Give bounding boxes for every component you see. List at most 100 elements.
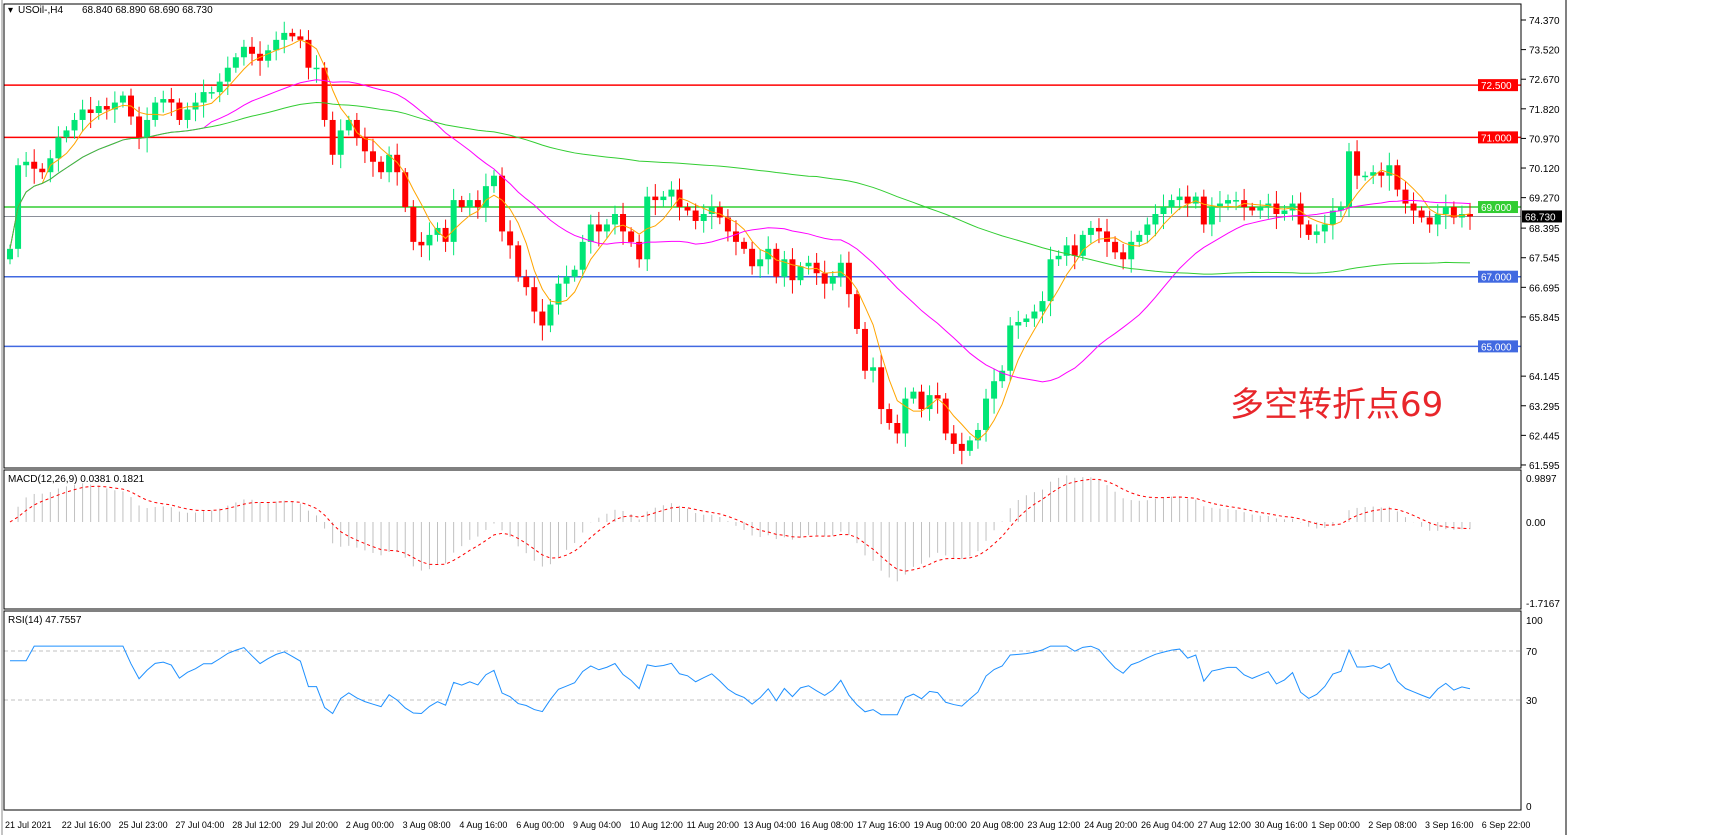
- bull-candle: [111, 102, 118, 110]
- bull-candle: [1023, 318, 1030, 322]
- time-tick-label: 25 Jul 23:00: [119, 820, 168, 830]
- bull-candle: [1192, 196, 1199, 204]
- bull-candle: [1007, 325, 1014, 371]
- bear-candle: [1071, 245, 1078, 256]
- moving-averages: [9, 39, 1471, 441]
- bull-candle: [1225, 200, 1232, 204]
- time-tick-label: 19 Aug 00:00: [914, 820, 967, 830]
- bull-candle: [1329, 210, 1336, 225]
- bull-candle: [870, 367, 877, 371]
- bear-candle: [418, 241, 425, 246]
- bear-candle: [499, 175, 506, 232]
- bull-candle: [192, 102, 199, 110]
- bull-candle: [974, 429, 981, 441]
- bull-candle: [466, 200, 473, 208]
- bear-candle: [862, 328, 869, 371]
- time-tick-label: 11 Aug 20:00: [687, 820, 739, 830]
- dropdown-triangle-icon[interactable]: ▾: [8, 5, 13, 16]
- bull-candle: [184, 109, 191, 120]
- rsi-panel: [4, 645, 1521, 716]
- bear-candle: [732, 231, 739, 242]
- macd-tick-label: 0.9897: [1526, 474, 1557, 485]
- bull-candle: [1160, 207, 1167, 215]
- level-badge-label: 72.500: [1481, 81, 1512, 92]
- bear-candle: [716, 207, 723, 218]
- bear-candle: [394, 154, 401, 173]
- bull-candle: [23, 161, 30, 166]
- bull-candle: [797, 266, 804, 281]
- macd-panel: [9, 475, 1471, 582]
- bull-candle: [902, 398, 909, 434]
- bull-candle: [7, 248, 13, 260]
- bear-candle: [1394, 165, 1401, 190]
- bear-candle: [1402, 189, 1409, 204]
- bull-candle: [1442, 207, 1449, 215]
- bull-candle: [555, 283, 562, 305]
- rsi-tick-label: 30: [1526, 696, 1538, 707]
- bull-candle: [265, 50, 272, 61]
- time-tick-label: 24 Aug 20:00: [1084, 820, 1137, 830]
- time-tick-label: 20 Aug 08:00: [971, 820, 1024, 830]
- annotation-text: 多空转折点69: [1230, 385, 1443, 425]
- rsi-tick-label: 70: [1526, 647, 1538, 658]
- bull-candle: [1337, 207, 1344, 211]
- bear-candle: [297, 36, 304, 40]
- bear-candle: [289, 32, 296, 37]
- price-tick-label: 61.595: [1529, 461, 1560, 472]
- bull-candle: [1079, 234, 1086, 256]
- bull-candle: [1313, 231, 1320, 235]
- bull-candle: [386, 154, 393, 173]
- bull-candle: [144, 119, 151, 138]
- time-tick-label: 27 Jul 04:00: [175, 820, 224, 830]
- bear-candle: [515, 245, 522, 277]
- bull-candle: [644, 196, 651, 260]
- bear-candle: [684, 207, 691, 211]
- price-tick-label: 71.820: [1529, 105, 1560, 116]
- bear-candle: [1249, 207, 1256, 211]
- bear-candle: [1095, 227, 1102, 232]
- level-badge: [1478, 79, 1518, 92]
- bear-candle: [329, 119, 336, 155]
- bear-candle: [942, 398, 949, 434]
- bear-candle: [1200, 196, 1207, 225]
- bear-candle: [378, 161, 385, 173]
- rsi-line: [10, 645, 1471, 716]
- bear-candle: [1410, 203, 1417, 211]
- price-tick-label: 62.445: [1529, 431, 1560, 442]
- bear-candle: [741, 241, 748, 249]
- bull-candle: [1168, 200, 1175, 208]
- bear-candle: [1305, 224, 1312, 235]
- time-tick-label: 17 Aug 16:00: [857, 820, 910, 830]
- bear-candle: [950, 433, 957, 444]
- bull-candle: [224, 67, 231, 82]
- bear-candle: [168, 99, 175, 103]
- bear-candle: [248, 46, 255, 54]
- axes: 74.370 73.520 72.670 71.820 70.970 70.120 69.2…: [5, 16, 1562, 830]
- bear-candle: [305, 39, 312, 68]
- bull-candle: [1346, 151, 1353, 208]
- level-badge: [1478, 340, 1518, 353]
- price-tick-label: 63.295: [1529, 402, 1560, 413]
- bull-candle: [991, 381, 998, 399]
- bull-candle: [345, 119, 352, 131]
- bear-candle: [934, 395, 941, 399]
- bear-candle: [652, 196, 659, 201]
- price-tick-label: 64.145: [1529, 372, 1560, 383]
- bull-candle: [781, 259, 788, 277]
- price-tick-label: 67.545: [1529, 254, 1560, 265]
- bull-candle: [587, 224, 594, 242]
- bear-candle: [103, 106, 110, 110]
- time-tick-label: 6 Aug 00:00: [516, 820, 564, 830]
- rsi-label: RSI(14) 47.7557: [8, 615, 82, 626]
- bull-candle: [313, 67, 320, 70]
- bull-candle: [152, 102, 159, 120]
- time-tick-label: 23 Aug 12:00: [1027, 820, 1080, 830]
- level-badge-label: 67.000: [1481, 273, 1512, 284]
- time-tick-label: 3 Aug 08:00: [403, 820, 451, 830]
- bull-candle: [482, 186, 489, 208]
- bull-candle: [337, 130, 344, 155]
- price-tick-label: 72.670: [1529, 75, 1560, 86]
- bull-candle: [273, 39, 280, 51]
